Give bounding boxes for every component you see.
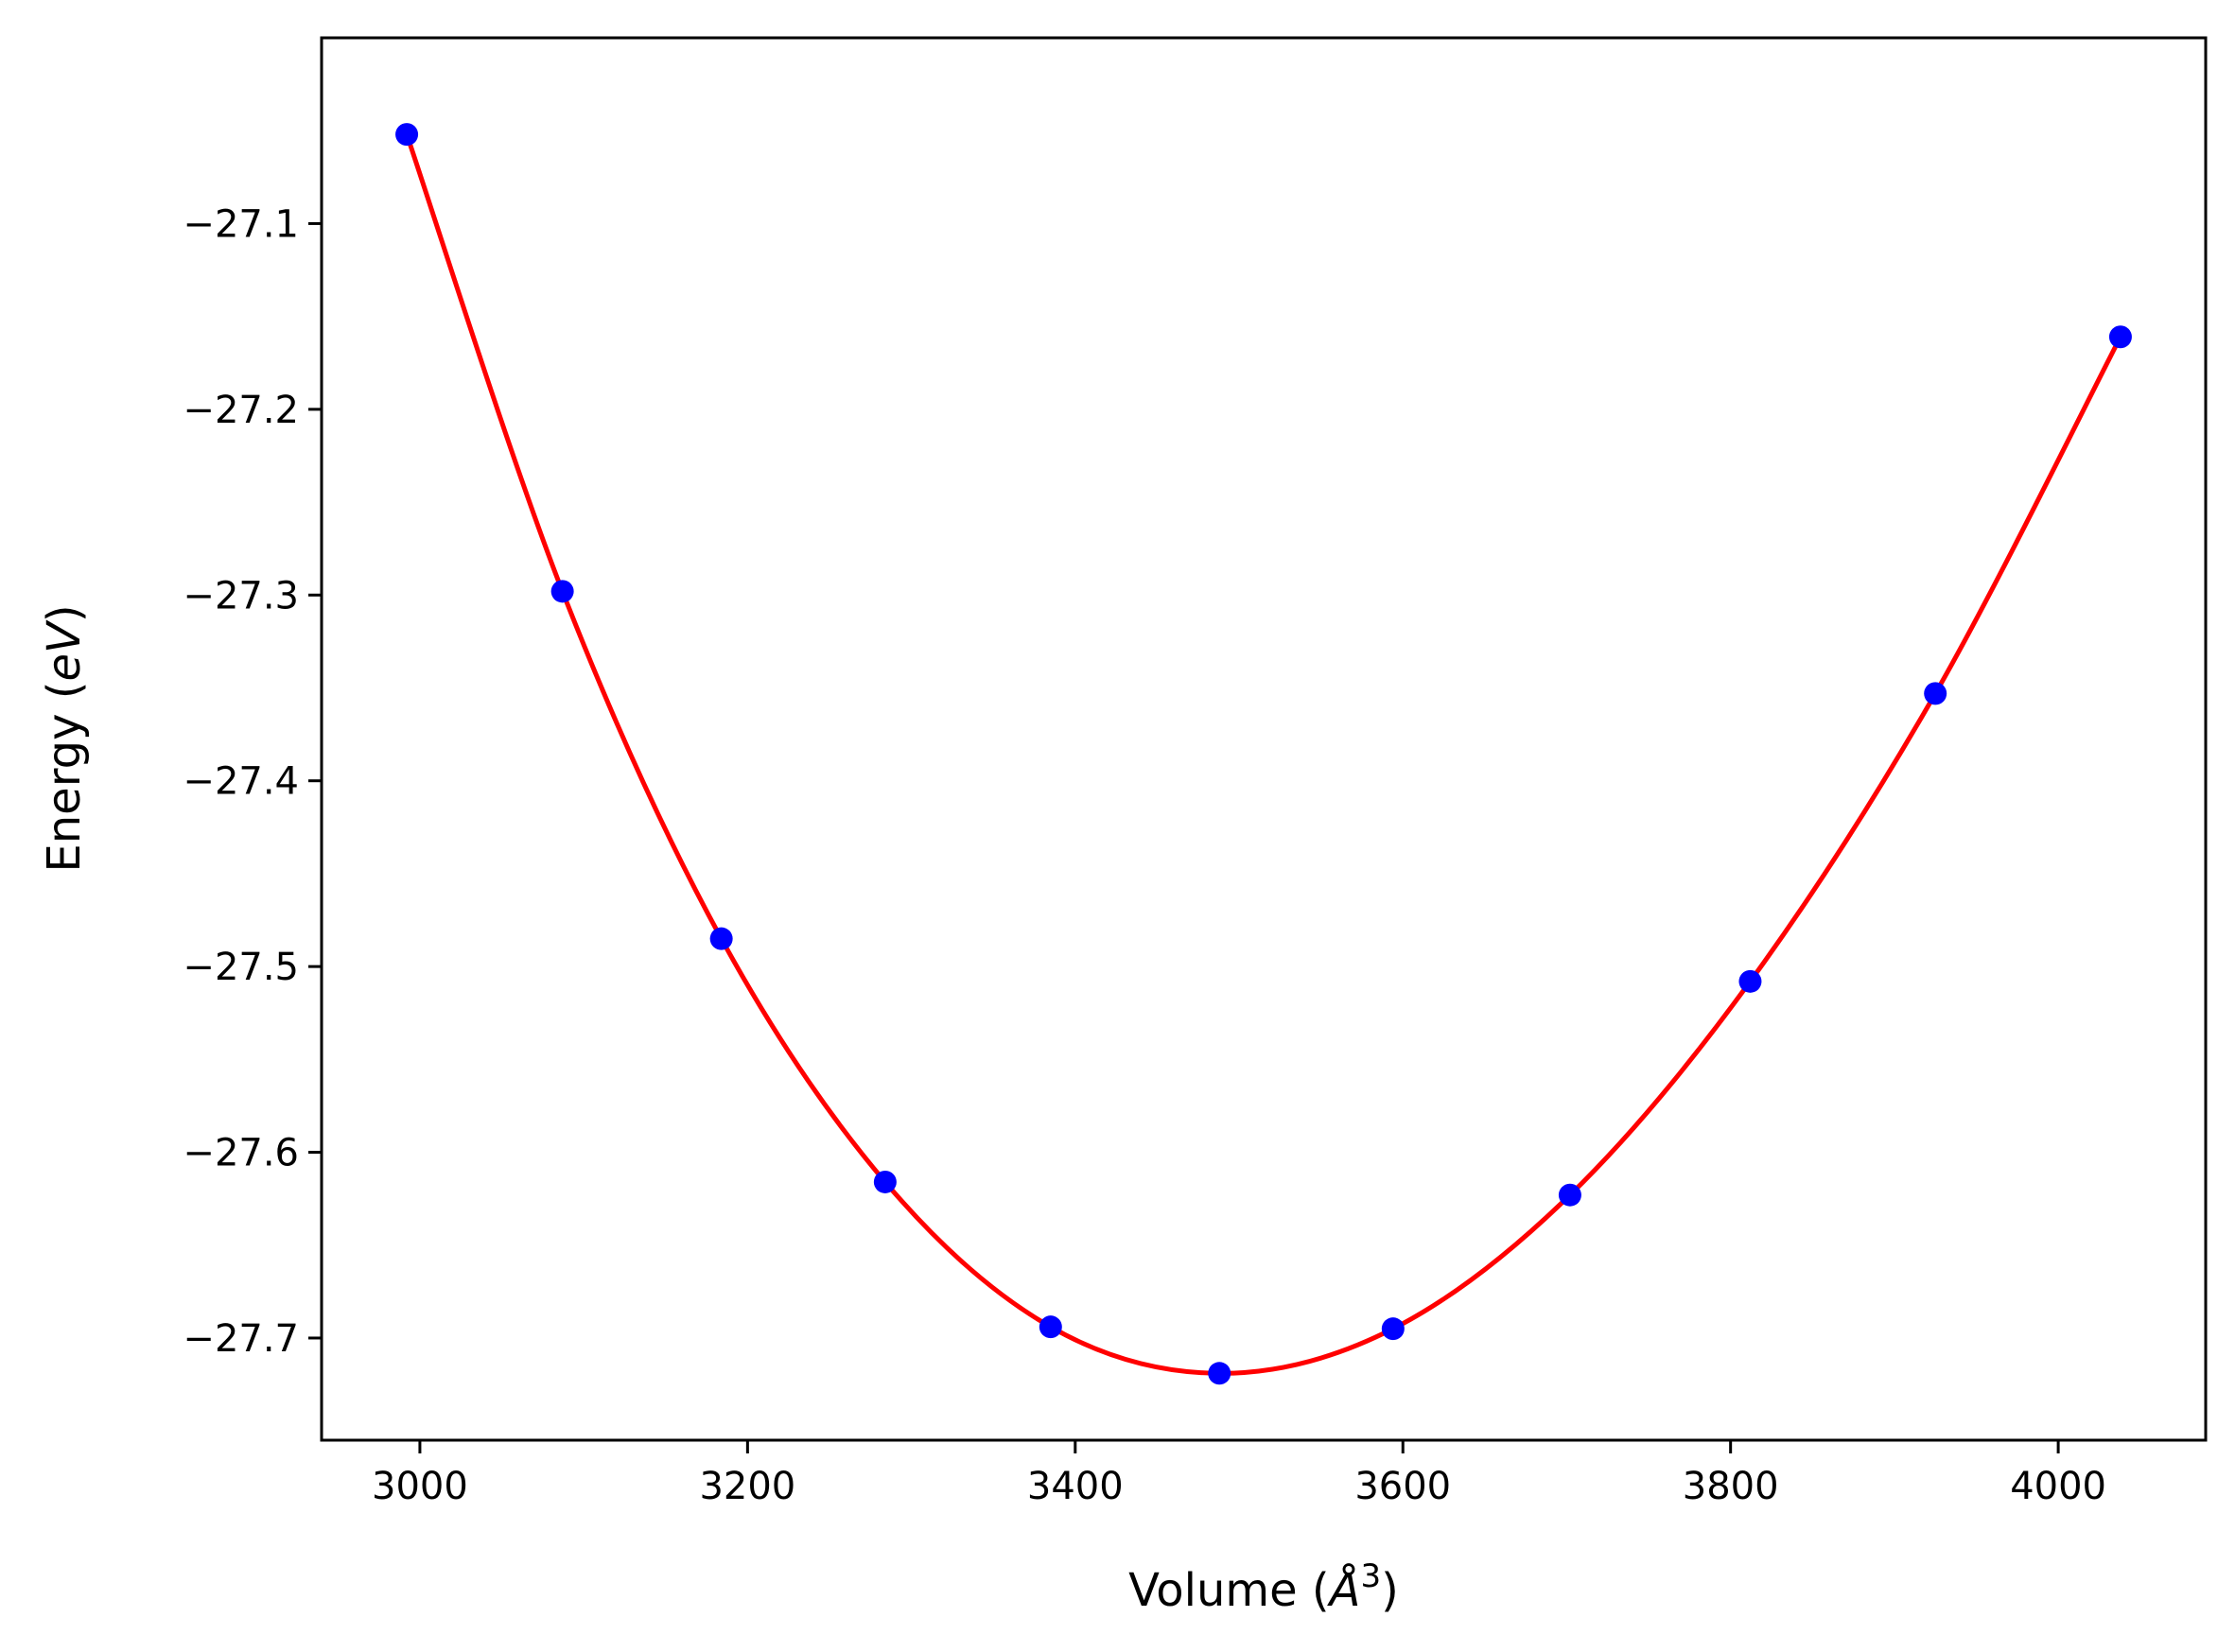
x-tick-label: 3000 (372, 1465, 468, 1508)
x-tick-label: 3200 (699, 1465, 795, 1508)
x-axis-label-power: 3 (1360, 1557, 1381, 1595)
x-tick-label: 3400 (1027, 1465, 1124, 1508)
y-tick-label: −27.1 (183, 202, 299, 246)
data-point (709, 927, 733, 950)
x-axis-label-unit: Å (1327, 1563, 1361, 1617)
y-axis-label: Energy (eV) (38, 604, 91, 872)
plot-frame (320, 36, 2208, 1442)
y-axis-label-unit: eV (38, 619, 91, 682)
data-point (1381, 1317, 1405, 1341)
data-point (1738, 969, 1762, 993)
y-tick-label: −27.4 (183, 760, 299, 804)
y-tick-label: −27.7 (183, 1317, 299, 1361)
y-tick-label: −27.2 (183, 389, 299, 432)
y-tick-label: −27.3 (183, 574, 299, 617)
x-tick-label: 3600 (1354, 1465, 1451, 1508)
x-tick-label: 4000 (2010, 1465, 2106, 1508)
data-point (395, 123, 419, 147)
data-point (1208, 1362, 1231, 1385)
data-point (1558, 1183, 1581, 1207)
x-tick-label: 3800 (1683, 1465, 1779, 1508)
data-point (1924, 682, 1947, 705)
x-axis-label: Volume (Å3) (1128, 1557, 1399, 1617)
y-axis-label-prefix: Energy ( (38, 682, 91, 873)
y-axis-ticks: −27.1 −27.2 −27.3 −27.4 −27.5 −27.6 −27.7 (183, 202, 322, 1361)
data-point (2108, 325, 2132, 349)
x-axis-ticks: 3000 3200 3400 3600 3800 4000 (372, 1440, 2106, 1508)
data-point (550, 580, 574, 603)
y-tick-label: −27.5 (183, 946, 299, 989)
data-point (873, 1170, 897, 1193)
data-point (1039, 1315, 1062, 1339)
data-points-layer (395, 123, 2132, 1385)
y-axis-label-suffix: ) (38, 604, 91, 622)
y-tick-label: −27.6 (183, 1132, 299, 1175)
x-axis-label-prefix: Volume ( (1128, 1564, 1330, 1617)
x-axis-label-suffix: ) (1381, 1564, 1399, 1617)
